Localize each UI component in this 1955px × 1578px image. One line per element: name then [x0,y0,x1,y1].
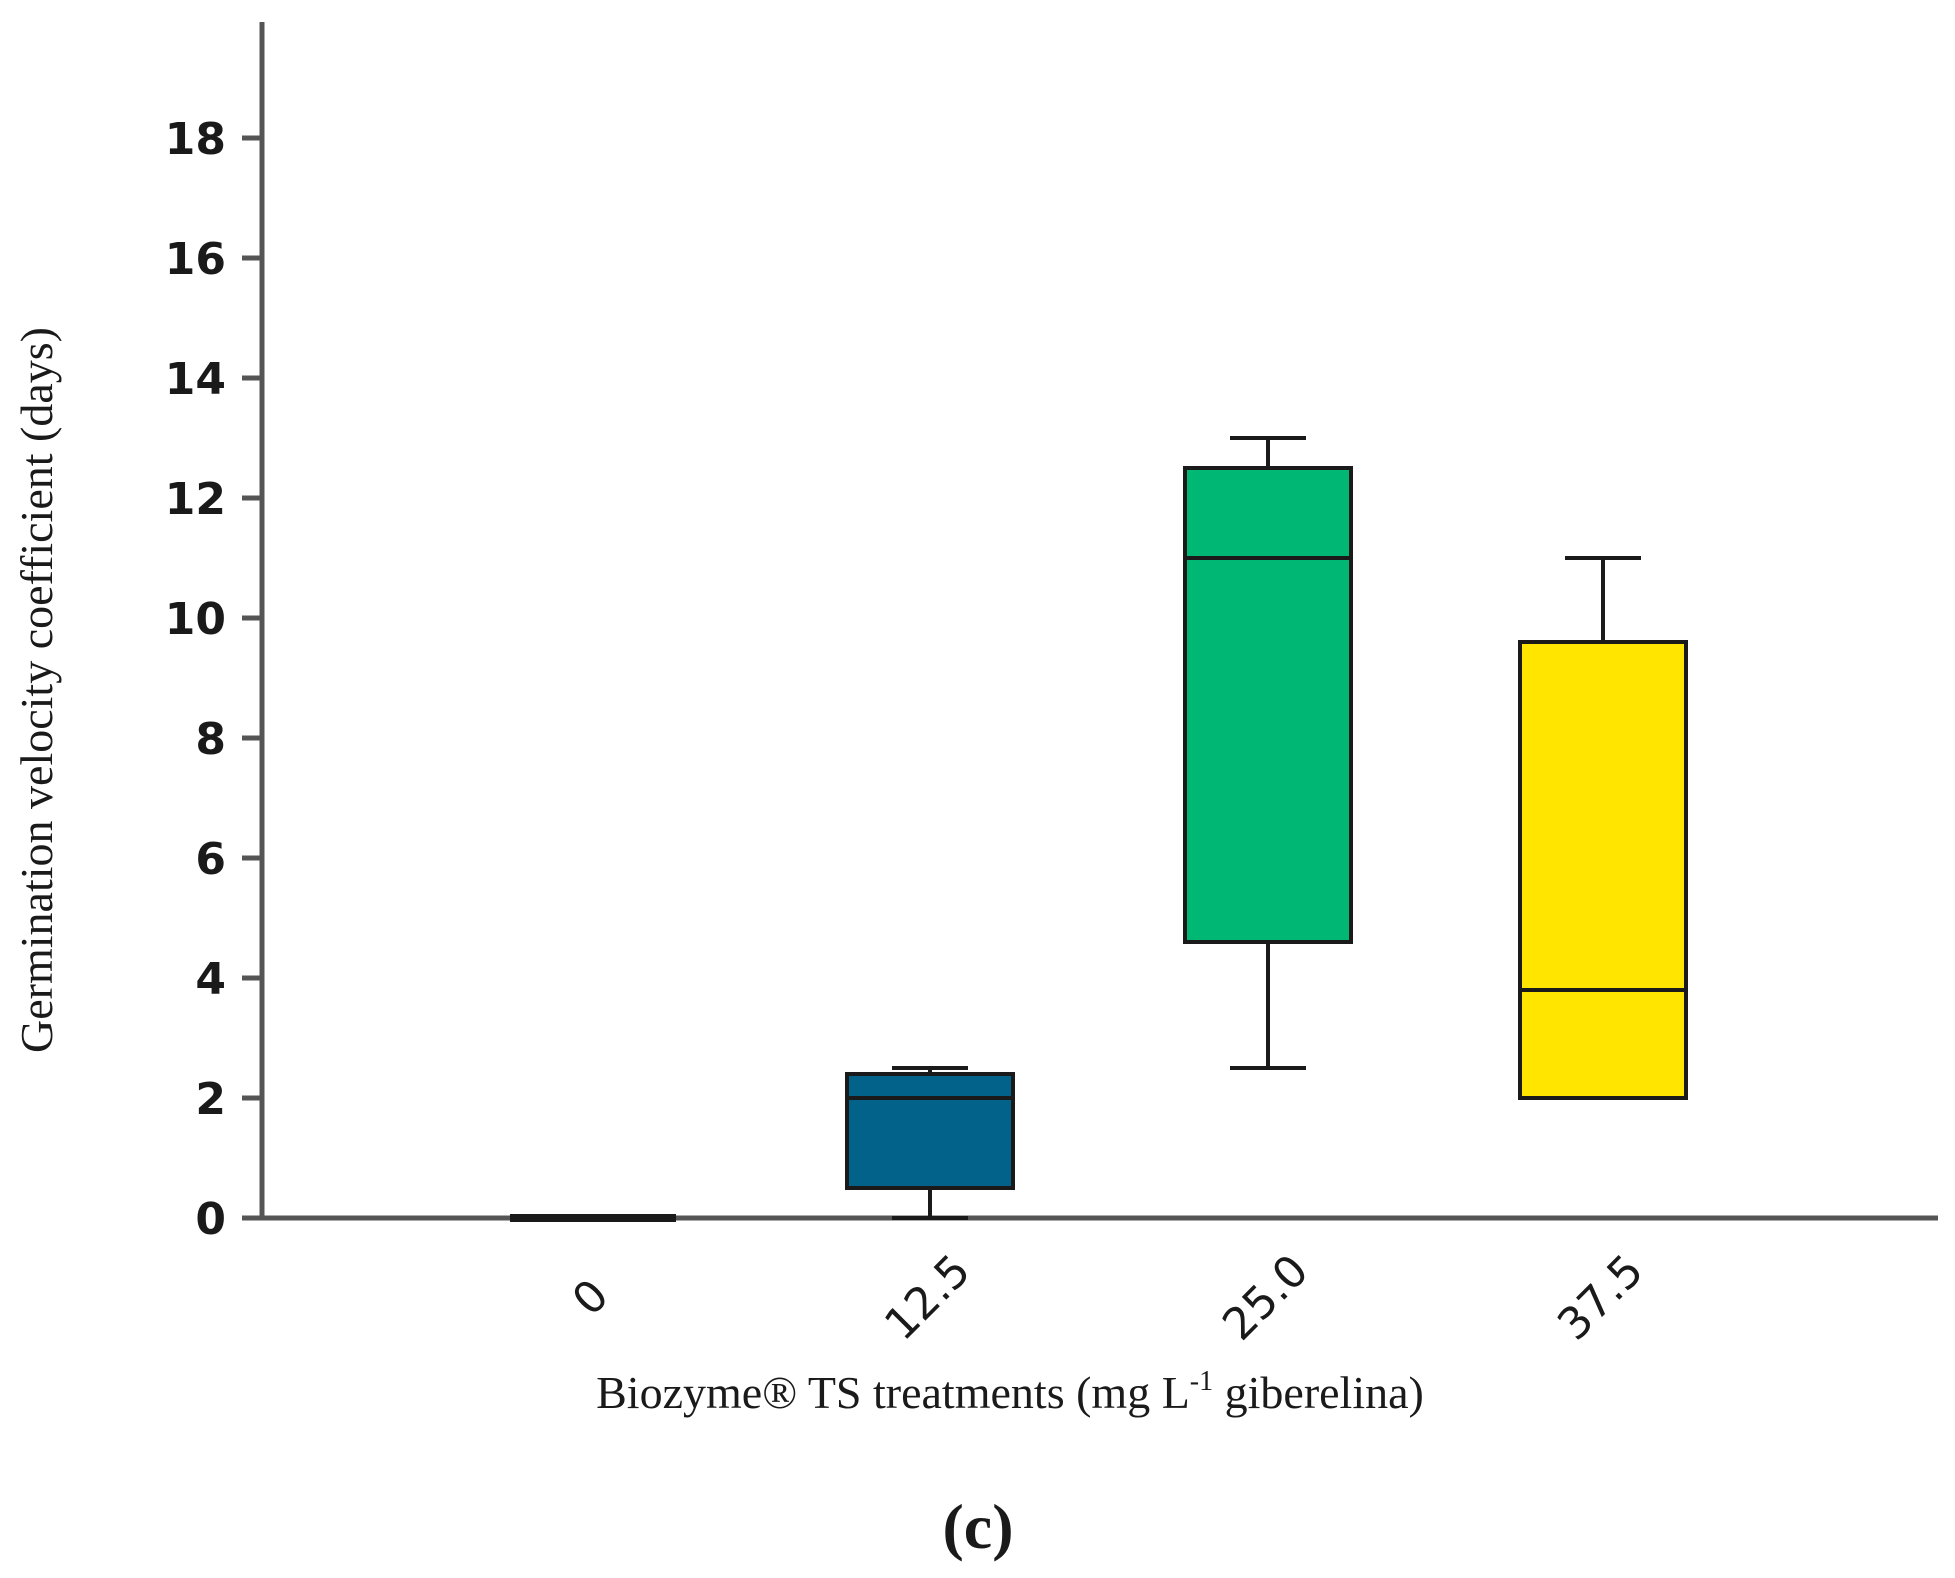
y-tick-label: 2 [195,1074,226,1125]
y-tick-label: 6 [195,834,226,885]
y-tick-label: 16 [165,234,226,285]
y-tick-label: 18 [165,114,226,165]
x-tick-label: 12.5 [875,1245,980,1350]
box-series [510,436,1688,1222]
y-tick-label: 0 [195,1194,226,1245]
box-body [1183,466,1353,944]
box-12-5 [845,1066,1015,1220]
x-axis-title-superscript: -1 [1190,1366,1213,1397]
y-tick-label: 10 [165,594,226,645]
y-tick-label: 12 [165,474,226,525]
x-axis: 0 12.5 25.0 37.5 [242,1215,1938,1350]
box-37-5 [1518,556,1688,1100]
x-axis-title-suffix: giberelina) [1213,1367,1424,1418]
box-body [845,1072,1015,1190]
x-axis-title: Biozyme® TS treatments (mg L-1 giberelin… [596,1366,1424,1418]
y-axis-title: Germination velocity coefficient (days) [11,327,62,1053]
y-tick-label: 8 [195,714,226,765]
x-tick-label: 37.5 [1548,1245,1653,1350]
x-tick-label: 0 [563,1270,619,1326]
box-25-0 [1183,436,1353,1070]
panel-label: (c) [942,1491,1013,1562]
x-tick-label: 25.0 [1213,1245,1318,1350]
y-tick-label: 4 [195,954,226,1005]
y-tick-label: 14 [165,354,226,405]
x-axis-title-prefix: Biozyme® TS treatments (mg L [596,1367,1190,1418]
box-body [1518,640,1688,1100]
y-axis: 0 2 4 6 8 10 12 14 16 18 [165,22,265,1245]
